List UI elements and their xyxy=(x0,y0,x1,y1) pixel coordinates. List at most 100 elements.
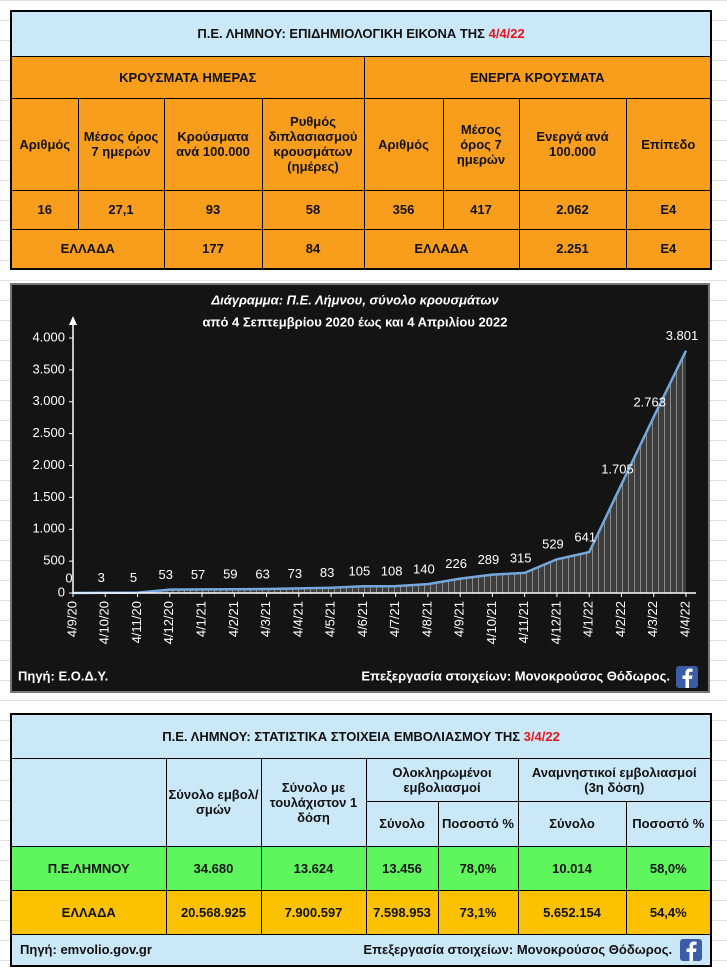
facebook-icon xyxy=(680,938,703,961)
x-tick-label: 4/2/21 xyxy=(226,601,241,637)
data-label: 5 xyxy=(130,570,137,585)
y-tick-label: 1.500 xyxy=(32,489,65,504)
x-tick-label: 4/9/20 xyxy=(64,601,79,637)
x-tick-label: 4/4/22 xyxy=(677,601,692,637)
data-label: 53 xyxy=(159,567,173,582)
x-tick-label: 4/9/21 xyxy=(452,601,467,637)
cell: 58,0% xyxy=(625,845,712,891)
data-label: 140 xyxy=(413,562,435,577)
title-date: 3/4/22 xyxy=(523,728,560,744)
row-label: Π.Ε.ΛΗΜΝΟΥ xyxy=(10,845,167,891)
credit: Επεξεργασία στοιχείων: Μονοκρούσος Θόδωρ… xyxy=(361,668,670,683)
data-label: 3.801 xyxy=(666,328,699,343)
section-header: ΚΡΟΥΣΜΑΤΑ ΗΜΕΡΑΣ xyxy=(10,55,365,99)
data-label: 108 xyxy=(381,564,403,579)
facebook-icon xyxy=(676,666,698,688)
chart-title: Διάγραμμα: Π.Ε. Λήμνου, σύνολο κρουσμάτω… xyxy=(210,292,499,307)
cell: 13.456 xyxy=(365,845,439,891)
cell: 2.251 xyxy=(518,228,627,270)
x-tick-label: 4/6/21 xyxy=(355,601,370,637)
footer: Πηγή: emvolio.gov.gr Επεξεργασία στοιχεί… xyxy=(10,933,712,967)
cell: 73,1% xyxy=(437,889,519,935)
title-text: Π.Ε. ΛΗΜΝΟΥ: ΕΠΙΔΗΜΙΟΛΟΓΙΚΗ ΕΙΚΟΝΑ ΤΗΣ xyxy=(197,26,485,42)
table-title: Π.Ε. ΛΗΜΝΟΥ: ΕΠΙΔΗΜΙΟΛΟΓΙΚΗ ΕΙΚΟΝΑ ΤΗΣ 4… xyxy=(10,10,712,57)
cell: 58 xyxy=(261,189,365,230)
data-label: 2.763 xyxy=(633,394,666,409)
chart-background xyxy=(10,283,710,693)
x-tick-label: 4/5/21 xyxy=(323,601,338,637)
x-tick-label: 4/12/20 xyxy=(161,601,176,644)
y-tick-label: 2.500 xyxy=(32,425,65,440)
data-label: 73 xyxy=(288,566,302,581)
cell: Ε4 xyxy=(625,228,712,270)
subheader: Σύνολο xyxy=(517,800,627,847)
x-tick-label: 4/8/21 xyxy=(419,601,434,637)
y-tick-label: 500 xyxy=(43,553,65,568)
x-tick-label: 4/11/20 xyxy=(129,601,144,643)
group-header: Ολοκληρωμένοι εμβολιασμοί xyxy=(365,757,519,802)
x-tick-label: 4/3/22 xyxy=(645,601,660,637)
cell: 34.680 xyxy=(165,845,262,891)
data-label: 641 xyxy=(574,530,596,545)
source: Πηγή: Ε.Ο.Δ.Υ. xyxy=(18,668,108,683)
title-date: 4/4/22 xyxy=(488,26,525,42)
credit: Επεξεργασία στοιχείων: Μονοκρούσος Θόδωρ… xyxy=(363,942,673,958)
chart: Διάγραμμα: Π.Ε. Λήμνου, σύνολο κρουσμάτω… xyxy=(10,283,710,693)
subheader: Σύνολο xyxy=(365,800,439,847)
column-header: Σύνολο εμβολ/σμών xyxy=(165,757,262,847)
data-label: 83 xyxy=(320,565,334,580)
data-label: 529 xyxy=(542,537,564,552)
cell: 417 xyxy=(442,189,520,230)
data-label: 3 xyxy=(98,570,105,585)
column-header: Επίπεδο xyxy=(625,97,712,191)
group-header: Αναμνηστικοί εμβολιασμοί (3η δόση) xyxy=(517,757,712,802)
x-tick-label: 4/10/20 xyxy=(97,601,112,644)
row-label: ΕΛΛΑΔΑ xyxy=(10,228,165,270)
y-tick-label: 1.000 xyxy=(32,521,65,536)
y-tick-label: 3.000 xyxy=(32,393,65,408)
data-label: 59 xyxy=(223,567,237,582)
column-header: Μέσος όρος 7 ημερών xyxy=(442,97,520,191)
cell: 356 xyxy=(363,189,444,230)
data-label: 57 xyxy=(191,567,205,582)
vaccination-table: Π.Ε. ΛΗΜΝΟΥ: ΣΤΑΤΙΣΤΙΚΑ ΣΤΟΙΧΕΙΑ ΕΜΒΟΛΙΑ… xyxy=(10,713,713,967)
table-title: Π.Ε. ΛΗΜΝΟΥ: ΣΤΑΤΙΣΤΙΚΑ ΣΤΟΙΧΕΙΑ ΕΜΒΟΛΙΑ… xyxy=(10,713,712,759)
data-label: 105 xyxy=(349,564,371,579)
data-label: 315 xyxy=(510,550,532,565)
column-header: Μέσος όρος 7 ημερών xyxy=(77,97,165,191)
x-tick-label: 4/10/21 xyxy=(484,601,499,644)
x-tick-label: 4/7/21 xyxy=(387,601,402,637)
epidemiology-table: Π.Ε. ΛΗΜΝΟΥ: ΕΠΙΔΗΜΙΟΛΟΓΙΚΗ ΕΙΚΟΝΑ ΤΗΣ 4… xyxy=(10,10,713,270)
column-header: Ρυθμός διπλασιασμού κρουσμάτων (ημέρες) xyxy=(261,97,365,191)
area xyxy=(73,350,686,593)
x-tick-label: 4/3/21 xyxy=(258,601,273,637)
row-label: ΕΛΛΑΔΑ xyxy=(10,889,167,935)
x-tick-label: 4/4/21 xyxy=(290,601,305,637)
y-axis-arrow xyxy=(69,316,77,325)
cell: 13.624 xyxy=(260,845,367,891)
x-tick-label: 4/11/21 xyxy=(516,601,531,643)
chart-subtitle: από 4 Σεπτεμβρίου 2020 έως και 4 Απριλίο… xyxy=(203,314,508,329)
section-header: ΕΝΕΡΓΑ ΚΡΟΥΣΜΑΤΑ xyxy=(363,55,712,99)
column-header: Κρούσματα ανά 100.000 xyxy=(163,97,263,191)
cell: 84 xyxy=(261,228,365,270)
empty-cell xyxy=(10,757,167,847)
column-header: Ενεργά ανά 100.000 xyxy=(518,97,627,191)
cell: 5.652.154 xyxy=(517,889,627,935)
x-tick-label: 4/12/21 xyxy=(548,601,563,644)
column-header: Σύνολο με τουλάχιστον 1 δόση xyxy=(260,757,367,847)
data-label: 289 xyxy=(478,552,500,567)
cell: 10.014 xyxy=(517,845,627,891)
y-tick-label: 2.000 xyxy=(32,457,65,472)
y-tick-label: 0 xyxy=(58,584,65,599)
data-label: 226 xyxy=(445,556,467,571)
cell: 2.062 xyxy=(518,189,627,230)
cell: 20.568.925 xyxy=(165,889,262,935)
x-tick-label: 4/1/21 xyxy=(193,601,208,637)
column-header: Αριθμός xyxy=(363,97,444,191)
cell: 177 xyxy=(163,228,263,270)
source: Πηγή: emvolio.gov.gr xyxy=(20,942,152,958)
data-label: 0 xyxy=(65,570,72,585)
cell: 93 xyxy=(163,189,263,230)
cell: 7.900.597 xyxy=(260,889,367,935)
